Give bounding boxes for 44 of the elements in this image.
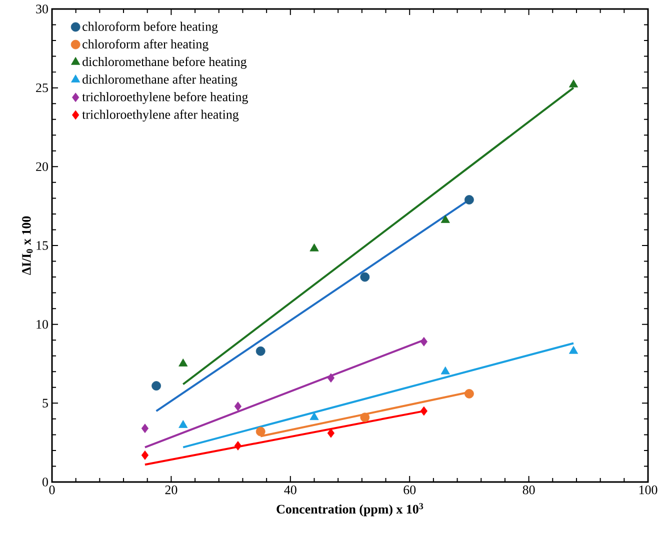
point — [152, 381, 161, 391]
x-tick-label: 60 — [404, 486, 416, 494]
point — [464, 389, 474, 398]
point — [234, 402, 242, 412]
point — [420, 336, 428, 346]
y-tick-label: 30 — [36, 4, 48, 14]
point — [464, 195, 474, 204]
point — [141, 450, 149, 460]
y-tick-label: 5 — [42, 398, 48, 408]
point — [178, 420, 188, 428]
point — [440, 215, 450, 223]
point — [310, 243, 319, 252]
y-axis-title: ΔI/I$_{0}$ x 100 — [22, 216, 33, 275]
point — [568, 346, 578, 354]
point — [327, 428, 335, 438]
point — [256, 426, 266, 436]
x-tick-label: 80 — [522, 486, 535, 494]
x-axis-title: Concentration (ppm) x 10$^{3}$ — [276, 503, 424, 516]
point — [327, 373, 335, 383]
point — [420, 406, 428, 416]
legend-label: trichloroethylene before heating — [82, 92, 248, 104]
point — [310, 412, 319, 420]
point — [568, 79, 578, 88]
point — [256, 346, 266, 356]
x-tick-label: 100 — [639, 486, 658, 494]
y-tick-label: 10 — [36, 320, 48, 329]
point — [234, 441, 242, 450]
legend-label: trichloroethylene after heating — [82, 110, 239, 122]
x-tick-label: 20 — [165, 486, 178, 494]
y-tick-label: 25 — [36, 83, 48, 92]
point — [360, 272, 370, 282]
legend-label: chloroform after heating — [82, 39, 208, 52]
y-tick-label: 20 — [36, 162, 48, 172]
x-tick-label: 0 — [49, 486, 55, 494]
point — [440, 366, 450, 374]
y-tick-label: 15 — [36, 241, 48, 250]
point — [178, 358, 188, 366]
point — [360, 412, 370, 422]
y-tick-label: 0 — [42, 478, 48, 486]
legend-label: dichloromethane after heating — [82, 74, 238, 86]
legend-label: chloroform before heating — [82, 22, 218, 34]
legend-label: dichloromethane before heating — [82, 56, 247, 69]
x-tick-label: 40 — [284, 486, 296, 494]
point — [141, 424, 149, 434]
